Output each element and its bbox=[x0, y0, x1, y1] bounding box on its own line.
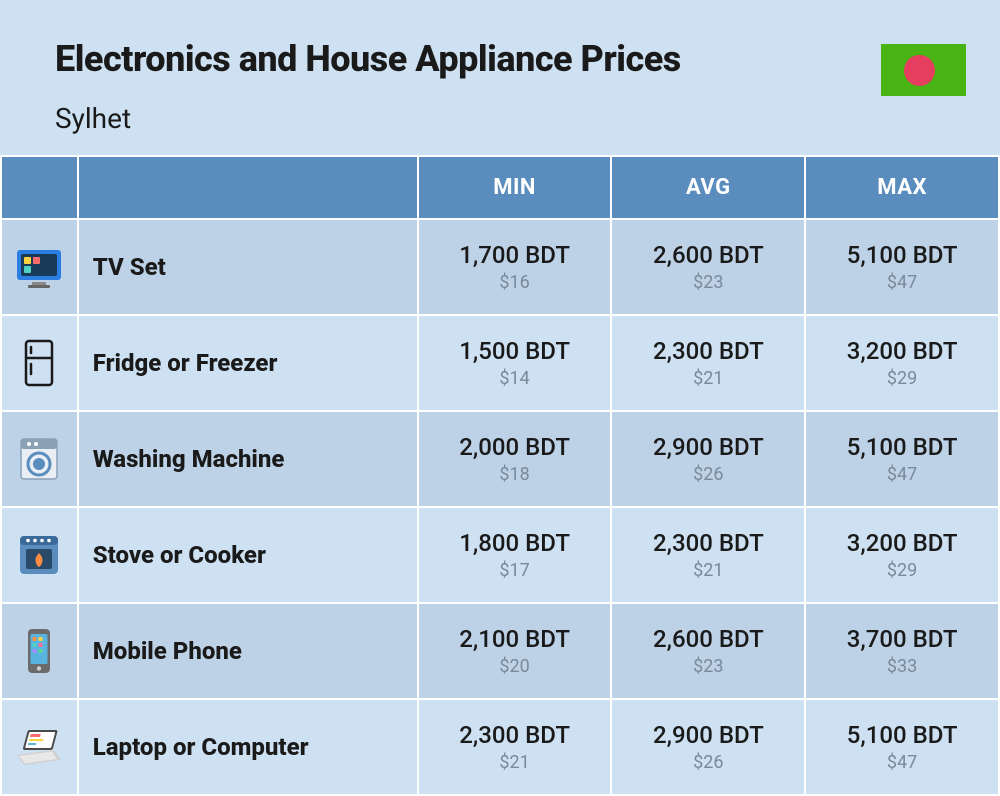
row-name: Washing Machine bbox=[79, 412, 417, 506]
table-header-row: MIN AVG MAX bbox=[2, 157, 998, 218]
row-name: Mobile Phone bbox=[79, 604, 417, 698]
avg-usd: $21 bbox=[612, 368, 804, 389]
max-usd: $33 bbox=[806, 656, 998, 677]
min-usd: $16 bbox=[419, 272, 611, 293]
row-max: 5,100 BDT $47 bbox=[806, 700, 998, 794]
avg-usd: $26 bbox=[612, 752, 804, 773]
col-max: MAX bbox=[806, 157, 998, 218]
avg-usd: $21 bbox=[612, 560, 804, 581]
min-bdt: 2,300 BDT bbox=[419, 721, 611, 750]
max-bdt: 5,100 BDT bbox=[806, 721, 998, 750]
max-usd: $29 bbox=[806, 368, 998, 389]
min-usd: $17 bbox=[419, 560, 611, 581]
tv-icon bbox=[2, 220, 77, 314]
max-bdt: 3,700 BDT bbox=[806, 625, 998, 654]
min-bdt: 1,800 BDT bbox=[419, 529, 611, 558]
row-min: 1,700 BDT $16 bbox=[419, 220, 611, 314]
row-max: 3,700 BDT $33 bbox=[806, 604, 998, 698]
min-usd: $14 bbox=[419, 368, 611, 389]
row-min: 2,000 BDT $18 bbox=[419, 412, 611, 506]
fridge-icon bbox=[2, 316, 77, 410]
laptop-icon bbox=[2, 700, 77, 794]
max-usd: $47 bbox=[806, 272, 998, 293]
row-avg: 2,900 BDT $26 bbox=[612, 412, 804, 506]
row-avg: 2,300 BDT $21 bbox=[612, 316, 804, 410]
header: Electronics and House Appliance Prices S… bbox=[0, 0, 1000, 155]
page-title: Electronics and House Appliance Prices bbox=[55, 38, 945, 80]
min-usd: $18 bbox=[419, 464, 611, 485]
avg-usd: $26 bbox=[612, 464, 804, 485]
min-usd: $21 bbox=[419, 752, 611, 773]
price-table: MIN AVG MAX TV Set 1,700 BDT $16 2,600 B… bbox=[0, 155, 1000, 796]
min-bdt: 1,700 BDT bbox=[419, 241, 611, 270]
row-min: 1,500 BDT $14 bbox=[419, 316, 611, 410]
avg-bdt: 2,300 BDT bbox=[612, 337, 804, 366]
max-bdt: 5,100 BDT bbox=[806, 241, 998, 270]
row-max: 5,100 BDT $47 bbox=[806, 220, 998, 314]
row-min: 1,800 BDT $17 bbox=[419, 508, 611, 602]
col-avg: AVG bbox=[612, 157, 804, 218]
page-subtitle: Sylhet bbox=[55, 102, 945, 135]
row-name: Laptop or Computer bbox=[79, 700, 417, 794]
table-row: Fridge or Freezer 1,500 BDT $14 2,300 BD… bbox=[2, 316, 998, 410]
row-max: 3,200 BDT $29 bbox=[806, 316, 998, 410]
table-row: Laptop or Computer 2,300 BDT $21 2,900 B… bbox=[2, 700, 998, 794]
avg-usd: $23 bbox=[612, 272, 804, 293]
max-bdt: 5,100 BDT bbox=[806, 433, 998, 462]
row-avg: 2,600 BDT $23 bbox=[612, 604, 804, 698]
row-name: Fridge or Freezer bbox=[79, 316, 417, 410]
washing-icon bbox=[2, 412, 77, 506]
table-row: Washing Machine 2,000 BDT $18 2,900 BDT … bbox=[2, 412, 998, 506]
row-min: 2,300 BDT $21 bbox=[419, 700, 611, 794]
max-usd: $29 bbox=[806, 560, 998, 581]
max-usd: $47 bbox=[806, 464, 998, 485]
row-avg: 2,900 BDT $26 bbox=[612, 700, 804, 794]
avg-usd: $23 bbox=[612, 656, 804, 677]
col-min: MIN bbox=[419, 157, 611, 218]
row-avg: 2,600 BDT $23 bbox=[612, 220, 804, 314]
min-usd: $20 bbox=[419, 656, 611, 677]
flag-circle bbox=[904, 55, 935, 86]
row-min: 2,100 BDT $20 bbox=[419, 604, 611, 698]
avg-bdt: 2,300 BDT bbox=[612, 529, 804, 558]
min-bdt: 1,500 BDT bbox=[419, 337, 611, 366]
min-bdt: 2,000 BDT bbox=[419, 433, 611, 462]
row-name: TV Set bbox=[79, 220, 417, 314]
table-row: Stove or Cooker 1,800 BDT $17 2,300 BDT … bbox=[2, 508, 998, 602]
row-max: 5,100 BDT $47 bbox=[806, 412, 998, 506]
max-bdt: 3,200 BDT bbox=[806, 337, 998, 366]
col-name bbox=[79, 157, 417, 218]
max-bdt: 3,200 BDT bbox=[806, 529, 998, 558]
col-icon bbox=[2, 157, 77, 218]
stove-icon bbox=[2, 508, 77, 602]
row-avg: 2,300 BDT $21 bbox=[612, 508, 804, 602]
avg-bdt: 2,600 BDT bbox=[612, 241, 804, 270]
table-row: Mobile Phone 2,100 BDT $20 2,600 BDT $23… bbox=[2, 604, 998, 698]
flag-icon bbox=[881, 44, 966, 96]
max-usd: $47 bbox=[806, 752, 998, 773]
row-name: Stove or Cooker bbox=[79, 508, 417, 602]
avg-bdt: 2,900 BDT bbox=[612, 721, 804, 750]
table-row: TV Set 1,700 BDT $16 2,600 BDT $23 5,100… bbox=[2, 220, 998, 314]
row-max: 3,200 BDT $29 bbox=[806, 508, 998, 602]
avg-bdt: 2,600 BDT bbox=[612, 625, 804, 654]
min-bdt: 2,100 BDT bbox=[419, 625, 611, 654]
avg-bdt: 2,900 BDT bbox=[612, 433, 804, 462]
phone-icon bbox=[2, 604, 77, 698]
